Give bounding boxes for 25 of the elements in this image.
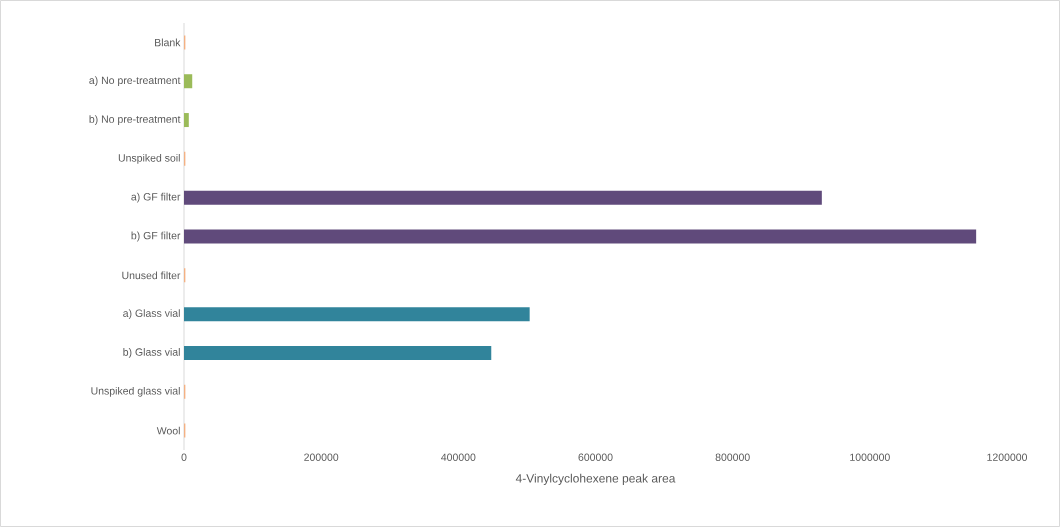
bar [184, 190, 822, 205]
y-tick-label: Unspiked glass vial [91, 386, 180, 397]
bar [184, 74, 193, 89]
x-tick-label: 0 [181, 453, 187, 461]
x-tick-label: 600000 [578, 453, 613, 461]
y-tick-label: Unspiked soil [118, 153, 180, 164]
y-tick-label: Unused filter [122, 271, 181, 280]
bar [184, 229, 977, 244]
y-tick-label: a) No pre-treatment [89, 76, 181, 87]
y-tick-label: a) GF filter [131, 192, 181, 203]
x-axis-title: 4-Vinylcyclohexene peak area [515, 473, 676, 485]
x-tick-label: 1200000 [987, 453, 1028, 461]
y-tick-label: b) No pre-treatment [89, 115, 181, 125]
y-tick-label: b) GF filter [131, 231, 181, 242]
y-tick-label: b) Glass vial [123, 348, 180, 358]
x-tick-label: 1000000 [850, 453, 890, 461]
bar [184, 345, 492, 360]
y-tick-label: Wool [156, 426, 180, 435]
x-tick-label: 400000 [441, 453, 476, 461]
bar [184, 113, 189, 128]
x-tick-label: 800000 [715, 453, 750, 461]
y-tick-label: Blank [155, 38, 181, 47]
y-tick-label: a) Glass vial [123, 309, 180, 320]
x-tick-label: 200000 [304, 453, 339, 461]
bar [184, 307, 530, 322]
